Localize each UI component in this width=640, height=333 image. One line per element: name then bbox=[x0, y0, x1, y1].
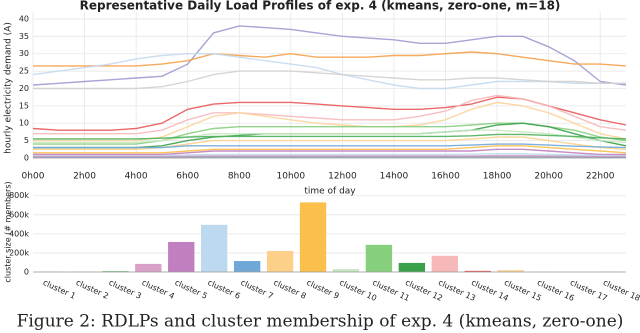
x-tick-label: 12h00 bbox=[328, 172, 357, 182]
y-tick-label: 20 bbox=[19, 84, 29, 93]
x-tick-label: 6h00 bbox=[176, 172, 199, 182]
y-tick-label: 30 bbox=[19, 49, 29, 58]
y-tick-label: 15 bbox=[19, 101, 29, 110]
bar bbox=[365, 244, 393, 272]
bar bbox=[266, 251, 294, 272]
bar bbox=[464, 270, 491, 272]
y-tick-label: 40 bbox=[19, 14, 29, 23]
y-tick-label: 35 bbox=[19, 32, 29, 41]
x-tick-label: 2h00 bbox=[73, 172, 96, 182]
series-line bbox=[33, 143, 627, 149]
y-tick-label: 25 bbox=[19, 67, 29, 76]
bar bbox=[299, 202, 327, 272]
series-line bbox=[33, 101, 627, 142]
y-tick-label: 400k bbox=[9, 229, 29, 238]
series-line bbox=[33, 129, 627, 144]
bar bbox=[332, 269, 360, 272]
chart-title: Representative Daily Load Profiles of ex… bbox=[80, 0, 561, 13]
x-tick-label: cluster 9 bbox=[305, 278, 340, 301]
y-tick-label: 0 bbox=[24, 268, 29, 277]
bar bbox=[431, 255, 458, 272]
series-line bbox=[33, 94, 627, 135]
series-line bbox=[32, 53, 626, 90]
caption: Figure 2: RDLPs and cluster membership o… bbox=[17, 312, 624, 332]
x-tick-label: 0h00 bbox=[22, 172, 45, 182]
series-line bbox=[33, 156, 626, 158]
series-line bbox=[33, 148, 626, 156]
x-tick-label: cluster 1 bbox=[42, 278, 77, 301]
bar bbox=[135, 263, 162, 272]
bar bbox=[497, 270, 524, 272]
x-tick-label: 14h00 bbox=[380, 172, 409, 182]
y-axis-label: cluster size (# members) bbox=[4, 181, 13, 282]
bar bbox=[398, 262, 426, 272]
x-axis-label: time of day bbox=[304, 187, 356, 197]
x-tick-label: cluster 7 bbox=[239, 278, 274, 301]
series-line bbox=[33, 133, 627, 140]
x-tick-label: cluster 8 bbox=[272, 278, 307, 301]
bar bbox=[201, 224, 228, 272]
series-line bbox=[32, 25, 627, 86]
x-tick-label: cluster 6 bbox=[206, 278, 241, 301]
x-tick-label: 4h00 bbox=[125, 172, 148, 182]
y-axis-label: hourly electricity demand (A) bbox=[4, 22, 14, 154]
x-tick-label: cluster 4 bbox=[140, 278, 175, 301]
series-line bbox=[33, 51, 627, 67]
x-tick-label: cluster 5 bbox=[173, 278, 208, 301]
x-tick-label: 10h00 bbox=[277, 172, 306, 182]
series-line bbox=[33, 70, 626, 90]
series-line bbox=[33, 153, 627, 157]
x-tick-label: 16h00 bbox=[431, 172, 460, 182]
x-tick-label: cluster 3 bbox=[107, 278, 142, 301]
x-tick-label: 18h00 bbox=[483, 172, 512, 182]
y-tick-label: 5 bbox=[24, 136, 29, 145]
y-tick-label: 200k bbox=[9, 248, 29, 257]
x-tick-label: cluster 18 bbox=[602, 278, 640, 303]
y-tick-label: 800k bbox=[9, 191, 29, 200]
bar bbox=[168, 241, 195, 272]
y-tick-label: 600k bbox=[9, 210, 29, 219]
x-tick-label: 22h00 bbox=[586, 172, 615, 182]
series-line bbox=[33, 145, 627, 154]
series-line bbox=[33, 136, 627, 150]
bar bbox=[233, 261, 261, 272]
x-tick-label: cluster 2 bbox=[75, 278, 110, 301]
x-tick-label: 20h00 bbox=[534, 172, 563, 182]
y-tick-label: 0 bbox=[24, 154, 29, 163]
x-tick-label: 8h00 bbox=[228, 172, 251, 182]
y-tick-label: 10 bbox=[19, 119, 29, 128]
